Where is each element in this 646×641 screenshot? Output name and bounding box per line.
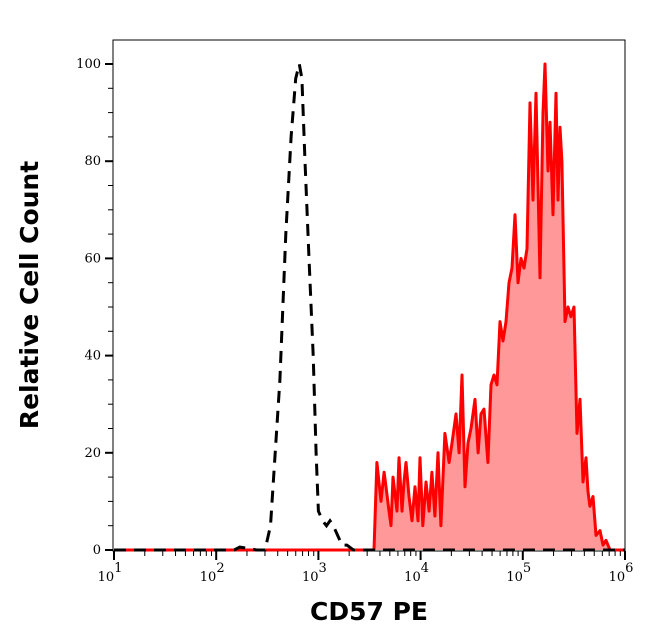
x-tick-base: 10 xyxy=(302,570,319,585)
x-axis-title: CD57 PE xyxy=(310,597,428,626)
x-tick-exponent: 4 xyxy=(421,561,429,576)
y-tick-label: 0 xyxy=(93,543,101,558)
series-layer xyxy=(114,62,625,552)
x-tick-base: 10 xyxy=(200,570,217,585)
x-tick-exponent: 3 xyxy=(319,561,327,576)
y-tick-label: 80 xyxy=(84,154,101,169)
x-tick-label: 103 xyxy=(302,561,327,585)
x-tick-base: 10 xyxy=(609,570,626,585)
x-tick-label: 106 xyxy=(609,561,634,585)
x-tick-base: 10 xyxy=(506,570,523,585)
y-axis-title: Relative Cell Count xyxy=(15,161,44,429)
x-tick-label: 105 xyxy=(506,561,531,585)
x-tick-base: 10 xyxy=(404,570,421,585)
x-tick-label: 104 xyxy=(404,561,429,585)
y-axis: 0 20 40 60 80 100 xyxy=(76,57,113,558)
cd57-histogram-line xyxy=(114,62,625,552)
isotype-control-line xyxy=(114,63,625,552)
y-tick-label: 60 xyxy=(84,251,101,266)
y-tick-label: 20 xyxy=(84,446,101,461)
cd57-area-fill xyxy=(114,64,625,550)
x-tick-label: 101 xyxy=(98,561,123,585)
y-tick-label: 100 xyxy=(76,57,101,72)
x-tick-exponent: 2 xyxy=(216,561,224,576)
x-tick-exponent: 1 xyxy=(114,561,122,576)
y-tick-label: 40 xyxy=(84,349,101,364)
x-tick-label: 102 xyxy=(200,561,225,585)
x-tick-base: 10 xyxy=(98,570,115,585)
x-tick-exponent: 5 xyxy=(523,561,531,576)
x-tick-exponent: 6 xyxy=(625,561,633,576)
